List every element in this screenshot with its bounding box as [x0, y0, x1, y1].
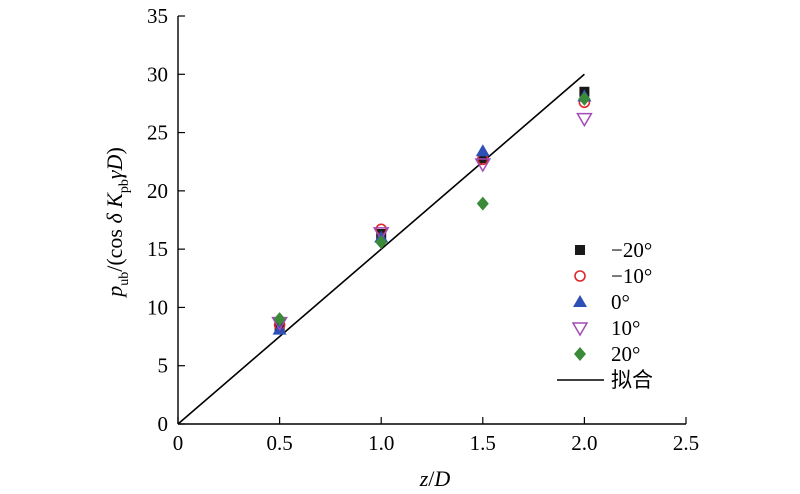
- data-points: [271, 86, 593, 335]
- legend-label: 拟合: [611, 368, 653, 392]
- legend-label: −10°: [611, 264, 652, 288]
- data-point-series-3: [474, 158, 492, 173]
- y-tick-label: 35: [147, 4, 168, 28]
- x-tick-label: 2.0: [571, 431, 597, 455]
- x-axis-title: z/D: [419, 466, 451, 491]
- y-tick-label: 5: [158, 354, 169, 378]
- legend-marker: [574, 347, 586, 361]
- legend-label: 20°: [611, 342, 640, 366]
- axes: 0 5 10 15 20 25 30 35 0 0.5 1.0 1.5 2.0 2.5: [147, 4, 699, 455]
- legend-marker: [573, 295, 587, 307]
- x-tick-label: 0.5: [266, 431, 292, 455]
- y-tick-label: 0: [158, 412, 169, 436]
- data-point-series-0: [477, 153, 488, 164]
- legend-marker: [574, 270, 586, 282]
- legend-label: −20°: [611, 238, 652, 262]
- data-point-series-4: [375, 235, 388, 250]
- data-point-series-3: [576, 112, 593, 128]
- data-point-series-4: [273, 312, 286, 327]
- axis-titles: z/D pub/(cos δ KpbγD): [102, 147, 450, 491]
- legend-label: 0°: [611, 290, 630, 314]
- y-tick-label: 20: [147, 179, 168, 203]
- x-tick-label: 2.5: [673, 431, 699, 455]
- legend-marker: [571, 322, 589, 337]
- y-tick-label: 10: [147, 295, 168, 319]
- legend: −20°−10°0°10°20°拟合: [557, 238, 653, 392]
- y-axis-title: pub/(cos δ KpbγD): [102, 147, 132, 299]
- legend-marker: [575, 245, 585, 255]
- data-point-series-2: [475, 144, 490, 157]
- data-point-series-4: [476, 196, 489, 211]
- data-point-series-4: [578, 91, 591, 106]
- y-tick-label: 30: [147, 62, 168, 86]
- x-tick-label: 1.5: [470, 431, 496, 455]
- x-tick-label: 1.0: [368, 431, 394, 455]
- data-point-series-3: [372, 227, 390, 242]
- x-tick-label: 0: [173, 431, 184, 455]
- y-tick-label: 25: [147, 121, 168, 145]
- legend-label: 10°: [611, 316, 640, 340]
- y-tick-label: 15: [147, 237, 168, 261]
